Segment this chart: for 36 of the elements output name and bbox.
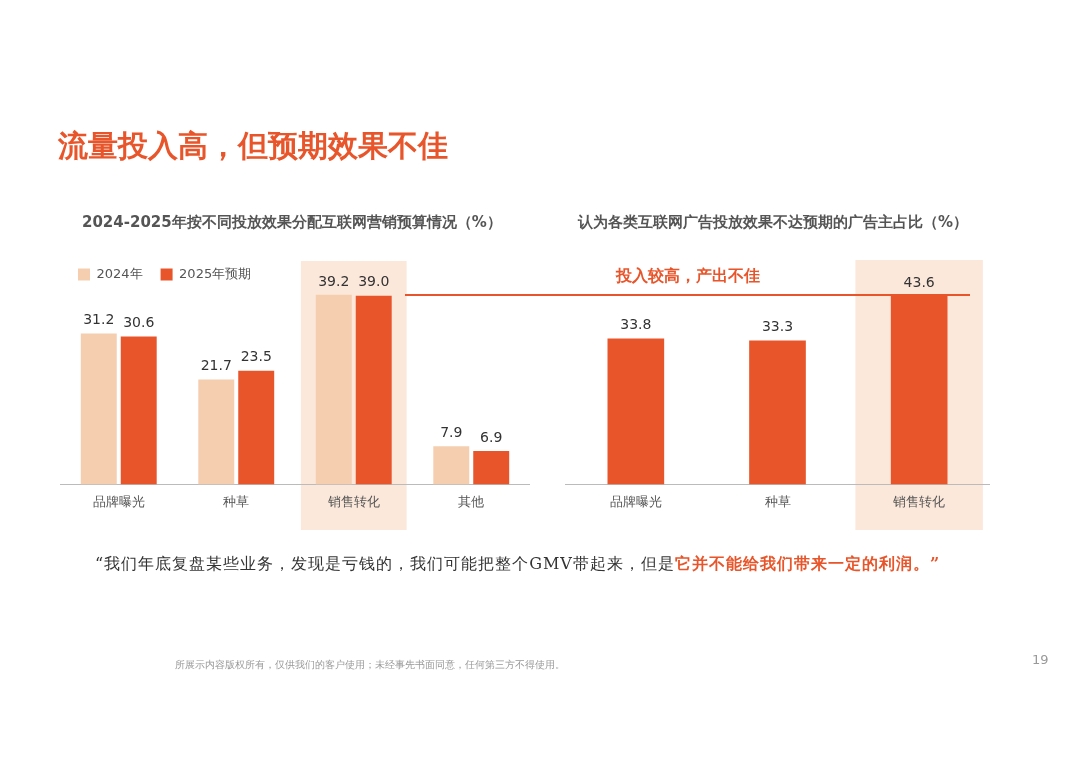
bar [473, 451, 510, 485]
chart-title: 认为各类互联网广告投放效果不达预期的广告主占比（%） [578, 213, 969, 232]
x-tick-label: 销售转化 [892, 493, 946, 509]
bar [198, 379, 235, 485]
data-label: 23.5 [240, 348, 272, 365]
bar [120, 336, 157, 485]
data-label: 30.6 [123, 314, 155, 331]
bar [238, 370, 275, 485]
text: 流量投入高，但预期效果不佳 [58, 127, 448, 165]
legend-label: 2025年预期 [179, 265, 252, 281]
data-label: 21.7 [200, 357, 232, 374]
data-label: 39.0 [358, 273, 390, 290]
bar [355, 295, 392, 485]
text: “我们年底复盘某些业务，发现是亏钱的，我们可能把整个GMV带起来，但是 [95, 554, 675, 573]
data-label: 6.9 [480, 428, 503, 445]
text: 它并不能给我们带来一定的利润。” [674, 554, 941, 573]
x-tick-label: 品牌曝光 [92, 493, 145, 509]
legend-label: 2024年 [96, 265, 143, 281]
text: 所展示内容版权所有，仅供我们的客户使用；未经事先书面同意，任何第三方不得使用。 [175, 658, 565, 672]
data-label: 7.9 [440, 423, 463, 440]
data-label: 33.8 [620, 316, 652, 333]
data-label: 39.2 [318, 272, 350, 289]
text: 投入较高，产出不佳 [615, 266, 760, 285]
bar [315, 294, 352, 485]
text: 19 [1032, 652, 1049, 667]
x-tick-label: 种草 [764, 493, 791, 509]
data-label: 43.6 [903, 273, 935, 290]
x-tick-label: 其他 [458, 493, 485, 509]
chart-title: 2024-2025年按不同投放效果分配互联网营销预算情况（%） [82, 213, 502, 232]
data-label: 31.2 [83, 311, 115, 328]
bar [80, 333, 117, 485]
bar [433, 446, 470, 485]
x-tick-label: 种草 [223, 493, 250, 509]
x-tick-label: 销售转化 [326, 493, 380, 509]
x-tick-label: 品牌曝光 [609, 493, 662, 509]
data-label: 33.3 [761, 318, 794, 335]
